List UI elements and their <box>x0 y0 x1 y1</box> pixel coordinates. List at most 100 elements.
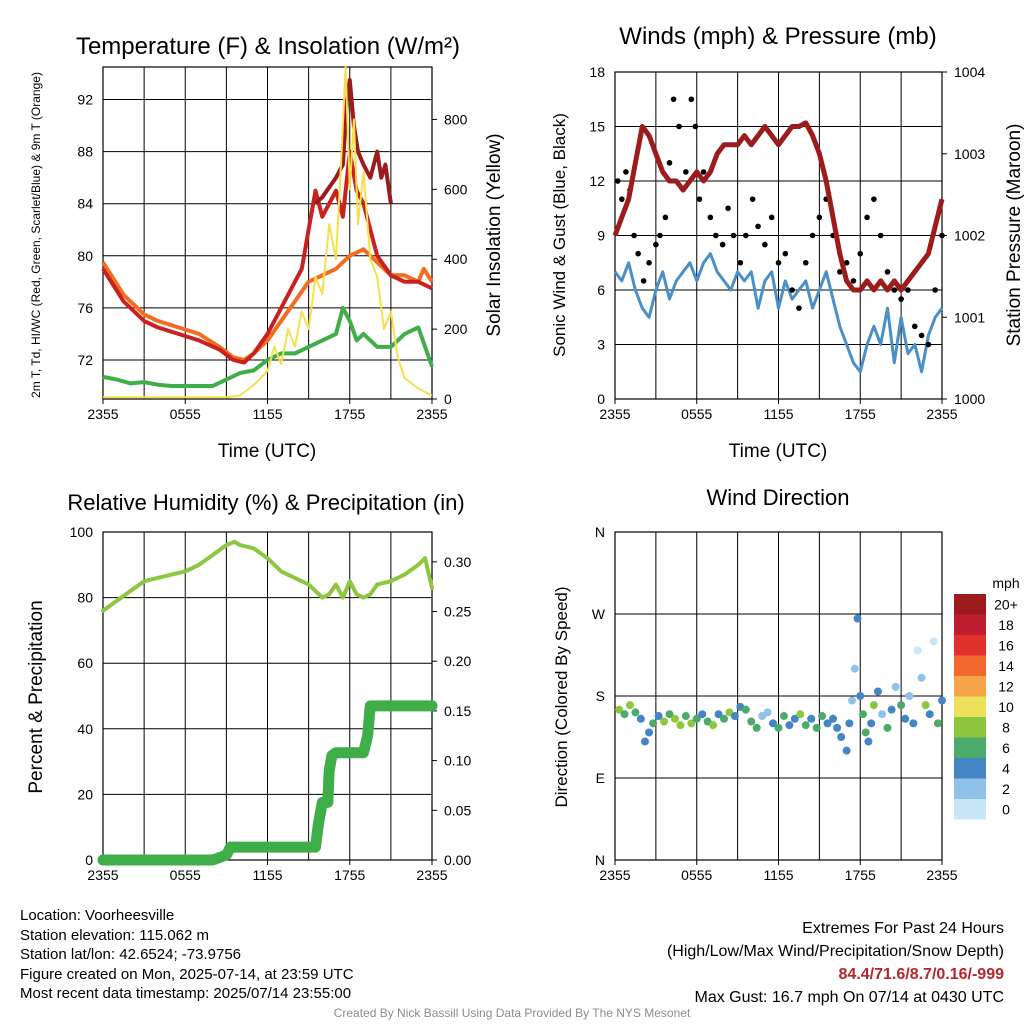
pressure-line <box>612 120 945 293</box>
direction-point <box>823 719 832 728</box>
legend-label: 20+ <box>994 596 1018 612</box>
legend-label: 14 <box>998 658 1014 674</box>
x-tick-label: 1755 <box>334 867 365 883</box>
x-tick-label: 2355 <box>926 406 957 422</box>
gust-point <box>662 214 669 221</box>
x-tick-label: 2355 <box>416 867 447 883</box>
direction-point <box>796 710 805 719</box>
legend-swatch <box>954 758 986 779</box>
direction-point <box>687 719 696 728</box>
gust-point <box>743 232 749 239</box>
y-tick-label: 88 <box>77 144 93 160</box>
y-tick-label: 12 <box>589 173 605 189</box>
gust-point <box>640 278 647 284</box>
direction-point <box>631 708 640 717</box>
gust-point <box>696 196 703 202</box>
y2-tick-label: 0.25 <box>444 604 471 620</box>
chart-title: Wind Direction <box>706 485 849 510</box>
y2-tick-label: 600 <box>444 181 468 197</box>
y-tick-label: 92 <box>77 92 93 108</box>
legend-label: 18 <box>998 617 1014 633</box>
y-tick-label: 100 <box>70 524 94 540</box>
wind-line <box>613 252 944 374</box>
direction-point <box>714 710 723 719</box>
gust-point <box>884 269 891 275</box>
gust-point <box>653 241 659 248</box>
y2-tick-label: 1004 <box>954 64 985 80</box>
x-tick-label: 1755 <box>334 406 365 422</box>
y2-tick-label: 0.10 <box>444 753 471 769</box>
extremes-title: Extremes For Past 24 Hours <box>802 920 1004 937</box>
y2-tick-label: 0 <box>444 391 452 407</box>
y2-tick-label: 800 <box>444 111 468 127</box>
direction-point <box>917 673 926 682</box>
gust-point <box>843 259 850 266</box>
y-tick-label: 80 <box>77 248 93 264</box>
direction-point <box>861 728 870 737</box>
x-tick-label: 0555 <box>681 867 712 883</box>
y2-tick-label: 400 <box>444 251 468 267</box>
direction-point <box>829 714 837 723</box>
gust-point <box>775 259 782 266</box>
direction-point <box>670 714 679 723</box>
y2-tick-label: 0.20 <box>444 653 471 669</box>
gust-point <box>871 196 877 202</box>
plot-frame <box>102 531 433 861</box>
direction-point <box>645 728 654 737</box>
direction-point <box>709 721 718 730</box>
legend-label: 10 <box>998 699 1014 715</box>
y2-tick-label: 0.00 <box>444 852 471 868</box>
direction-point <box>913 646 922 655</box>
y-tick-label: W <box>592 606 606 622</box>
direction-point <box>801 721 810 730</box>
x-axis-label: Time (UTC) <box>729 441 828 462</box>
direction-point <box>869 701 878 710</box>
direction-point <box>925 710 934 719</box>
x-tick-label: 1155 <box>763 406 793 422</box>
legend-label: 4 <box>1002 760 1010 776</box>
gust-point <box>646 259 652 266</box>
precip-line <box>97 700 438 866</box>
x-axis-label: Time (UTC) <box>218 441 317 462</box>
max-gust-text: Max Gust: 16.7 mph On 07/14 at 0430 UTC <box>694 989 1005 1006</box>
latlon-text: Station lat/lon: 42.6524; -73.9756 <box>20 946 242 963</box>
extremes-subtitle: (High/Low/Max Wind/Precipitation/Snow De… <box>666 943 1004 960</box>
gust-point <box>918 332 925 339</box>
direction-point <box>818 712 827 721</box>
legend-label: 0 <box>1002 801 1010 817</box>
direction-point <box>720 714 728 723</box>
gust-point <box>707 214 714 221</box>
direction-point <box>730 712 739 721</box>
direction-point <box>807 714 816 723</box>
y-axis-label: Percent & Precipitation <box>26 600 47 793</box>
direction-point <box>649 719 658 728</box>
y2-tick-label: 1000 <box>954 391 985 407</box>
x-tick-label: 1155 <box>252 867 282 883</box>
gust-point <box>809 232 816 239</box>
direction-point <box>636 714 645 723</box>
legend-swatch <box>954 778 986 799</box>
direction-point <box>842 746 851 755</box>
y-tick-label: 40 <box>77 721 93 737</box>
y-tick-label: 9 <box>597 228 605 244</box>
gust-point <box>816 214 823 221</box>
gust-point <box>857 250 864 257</box>
legend-label: 8 <box>1002 719 1010 735</box>
y2-tick-label: 200 <box>444 321 468 337</box>
gust-point <box>713 232 719 239</box>
gust-point <box>631 232 637 239</box>
direction-point <box>878 710 887 719</box>
gust-point <box>657 232 663 239</box>
y-tick-label: 6 <box>597 282 605 298</box>
y-axis-label: Sonic Wind & Gust (Blue, Black) <box>550 113 569 357</box>
credit-text: Created By Nick Bassill Using Data Provi… <box>333 1006 691 1020</box>
gust-point <box>782 250 789 257</box>
x-tick-label: 1755 <box>845 867 876 883</box>
legend-swatch <box>954 676 986 697</box>
y-tick-label: E <box>596 770 605 786</box>
x-tick-label: 2355 <box>599 406 630 422</box>
direction-point <box>897 701 906 710</box>
y-tick-label: N <box>595 852 605 868</box>
x-tick-label: 2355 <box>87 406 118 422</box>
